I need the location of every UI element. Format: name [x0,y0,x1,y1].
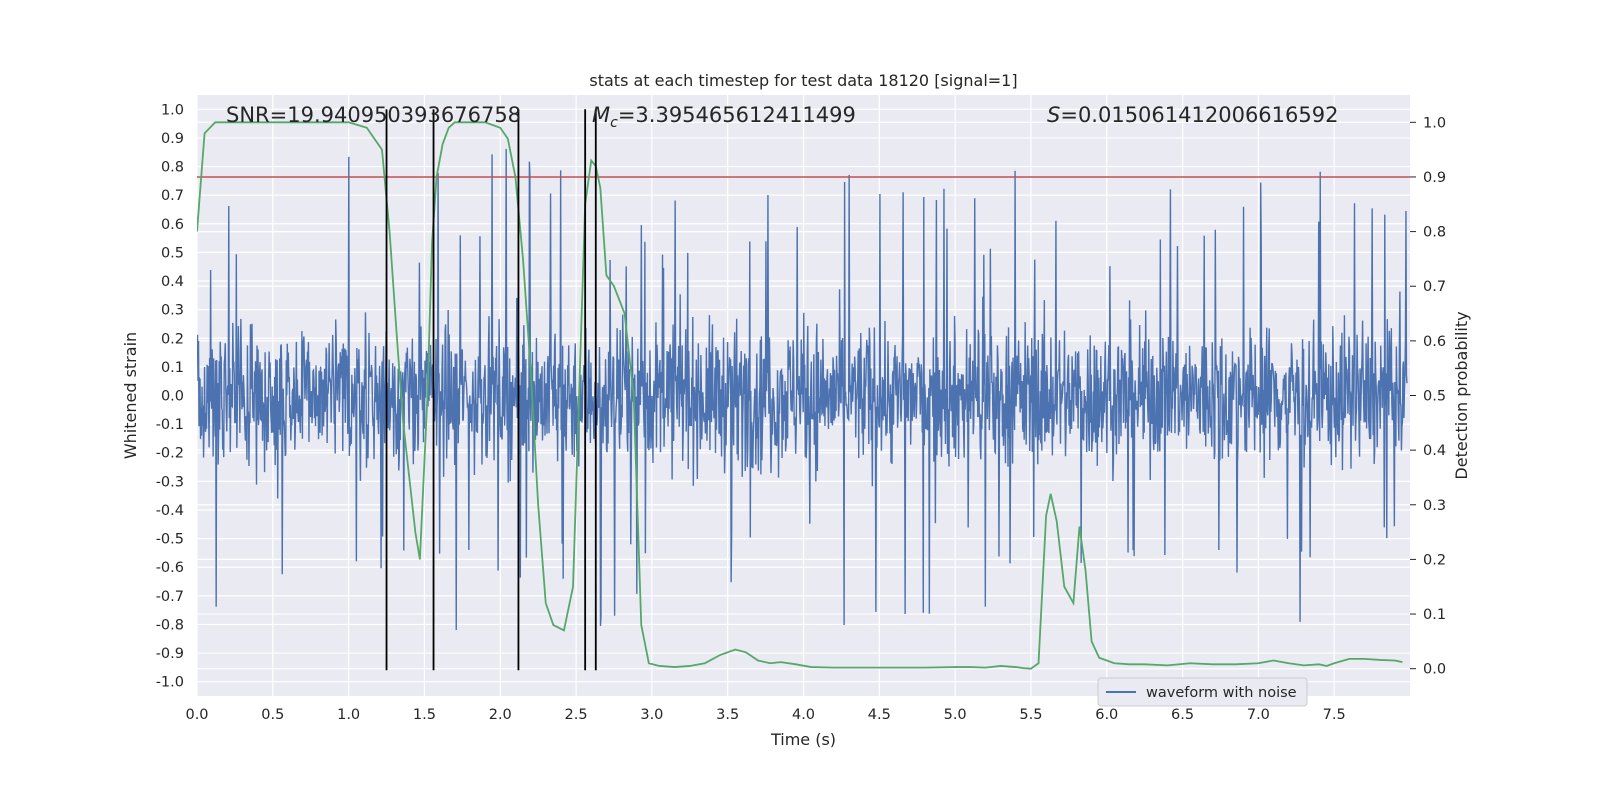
probability-series [197,121,1410,670]
x-tick-label: 4.0 [792,707,815,723]
x-tick-label: 3.0 [640,707,663,723]
y-tick-label: 0.4 [161,274,184,290]
y-right-tick-label: 0.3 [1423,498,1446,514]
x-tick-label: 0.0 [185,707,208,723]
x-tick-label: 3.5 [716,707,739,723]
y-tick-label: -0.9 [156,646,184,662]
event-markers [385,109,597,671]
y-right-tick-label: 0.1 [1423,607,1446,623]
x-tick-label: 7.0 [1247,707,1270,723]
y-tick-label: 0.8 [161,160,184,176]
axis-ticks: 0.0 0.5 1.0 1.5 2.0 2.5 3.0 3.5 4.0 4.5 5.0 5.5 6.0 6… [156,102,1446,723]
y-tick-label: 0.7 [161,188,184,204]
legend: waveform with noise [1097,677,1308,707]
y-right-tick-label: 0.7 [1423,279,1446,295]
x-tick-label: 7.5 [1323,707,1346,723]
y-tick-label: -0.7 [156,589,184,605]
snr-annotation: SNR=19.940950393676758 [226,103,521,127]
legend-entry: waveform with noise [1146,685,1297,701]
s-value: =0.015061412006616592 [1060,103,1338,127]
x-tick-label: 2.5 [565,707,588,723]
y-tick-label: -0.8 [156,617,184,633]
y-axis-label: Whitened strain [121,332,140,459]
legend-box [1097,677,1308,707]
y-tick-label: 1.0 [161,102,184,118]
waveform-line [197,148,1408,630]
chart-title: stats at each timestep for test data 181… [589,71,1017,90]
x-tick-label: 4.5 [868,707,891,723]
x-tick-label: 1.0 [337,707,360,723]
y-tick-label: 0.9 [161,131,184,147]
y-axis-label-right: Detection probability [1452,311,1471,479]
y-right-tick-label: 0.6 [1423,334,1446,350]
y-tick-label: -0.6 [156,560,184,576]
y-tick-label: -0.1 [156,417,184,433]
y-tick-label: 0.6 [161,217,184,233]
y-tick-label: 0.3 [161,303,184,319]
y-tick-label: 0.0 [161,389,184,405]
s-annotation: S=0.015061412006616592 [1047,103,1338,127]
x-tick-label: 5.5 [1019,707,1042,723]
x-tick-label: 6.5 [1171,707,1194,723]
chirp-mass-annotation: Mc=3.395465612411499 [592,103,856,131]
y-tick-label: 0.1 [161,360,184,376]
y-right-tick-label: 0.9 [1423,170,1446,186]
y-tick-label: -0.3 [156,474,184,490]
x-axis-label: Time (s) [770,730,836,749]
y-tick-label: -0.4 [156,503,184,519]
y-right-tick-label: 0.8 [1423,225,1446,241]
probability-line [197,121,1403,670]
y-right-tick-label: 0.4 [1423,443,1446,459]
y-right-tick-label: 0.2 [1423,552,1446,568]
x-tick-label: 1.5 [413,707,436,723]
s-symbol: S [1047,103,1060,127]
x-tick-label: 6.0 [1095,707,1118,723]
y-right-tick-label: 0.5 [1423,389,1446,405]
y-tick-label: -1.0 [156,675,184,691]
y-tick-label: 0.2 [161,331,184,347]
mc-subscript: c [610,115,618,131]
y-tick-label: -0.5 [156,532,184,548]
y-right-tick-label: 0.0 [1423,662,1446,678]
y-right-tick-label: 1.0 [1423,115,1446,131]
mc-symbol: M [592,103,610,127]
x-tick-label: 5.0 [944,707,967,723]
y-tick-label: 0.5 [161,245,184,261]
y-tick-label: -0.2 [156,446,184,462]
x-tick-label: 2.0 [489,707,512,723]
mc-value: =3.395465612411499 [618,103,856,127]
x-tick-label: 0.5 [261,707,284,723]
waveform-series [197,148,1408,630]
